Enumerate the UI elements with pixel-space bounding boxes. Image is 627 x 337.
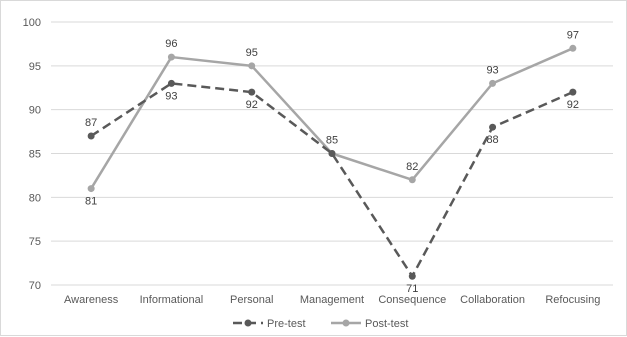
x-tick-label: Collaboration: [460, 294, 525, 306]
x-tick-label: Awareness: [64, 294, 119, 306]
legend: Pre-test Post-test: [233, 318, 408, 330]
data-point-post-test: [408, 176, 416, 184]
data-labels: 87 93 92 85 71 88 92 81 96 95 82 93 97: [85, 29, 579, 295]
data-point-pre-test: [489, 123, 497, 131]
x-tick-label: Personal: [230, 294, 273, 306]
y-tick-label: 75: [29, 236, 41, 248]
data-label-post-test: 81: [85, 196, 97, 208]
data-point-pre-test: [167, 79, 175, 87]
data-point-pre-test: [248, 88, 256, 96]
legend-label-pre-test: Pre-test: [267, 318, 306, 330]
legend-marker-post-test: [342, 319, 350, 327]
data-label-post-test: 93: [486, 64, 498, 76]
series-line-post-test: [90, 47, 574, 190]
data-point-post-test: [167, 53, 175, 61]
series-line-pre-test: [90, 82, 574, 278]
data-point-pre-test: [408, 272, 416, 280]
legend-label-post-test: Post-test: [365, 318, 408, 330]
data-label-pre-test: 85: [326, 135, 338, 147]
data-point-post-test: [489, 79, 497, 87]
gridlines: [51, 21, 613, 286]
data-label-pre-test: 87: [85, 117, 97, 129]
data-point-pre-test: [87, 132, 95, 140]
data-label-post-test: 97: [567, 29, 579, 41]
data-label-pre-test: 88: [486, 134, 498, 146]
y-tick-label: 100: [23, 17, 41, 29]
data-label-post-test: 82: [406, 161, 418, 173]
data-label-pre-test: 93: [165, 90, 177, 102]
y-tick-label: 90: [29, 105, 41, 117]
data-point-pre-test: [328, 150, 336, 157]
data-label-pre-test: 71: [406, 283, 418, 295]
data-label-post-test: 96: [165, 38, 177, 50]
series-layer: [87, 44, 577, 280]
y-axis-ticks: 70 75 80 85 90 95 100: [23, 17, 41, 292]
data-label-post-test: 95: [246, 47, 258, 59]
data-point-post-test: [569, 44, 577, 52]
data-point-post-test: [87, 185, 95, 193]
x-tick-label: Management: [300, 294, 364, 306]
data-label-pre-test: 92: [567, 99, 579, 111]
y-tick-label: 80: [29, 192, 41, 204]
legend-marker-pre-test: [244, 319, 252, 327]
y-tick-label: 95: [29, 61, 41, 73]
data-point-post-test: [248, 62, 256, 70]
y-tick-label: 70: [29, 280, 41, 292]
y-tick-label: 85: [29, 149, 41, 161]
data-point-pre-test: [569, 88, 577, 96]
x-tick-label: Informational: [140, 294, 204, 306]
data-label-pre-test: 92: [246, 99, 258, 111]
x-axis-ticks: Awareness Informational Personal Management…: [64, 294, 600, 306]
x-tick-label: Refocusing: [545, 294, 600, 306]
x-tick-label: Consequence: [378, 294, 446, 306]
